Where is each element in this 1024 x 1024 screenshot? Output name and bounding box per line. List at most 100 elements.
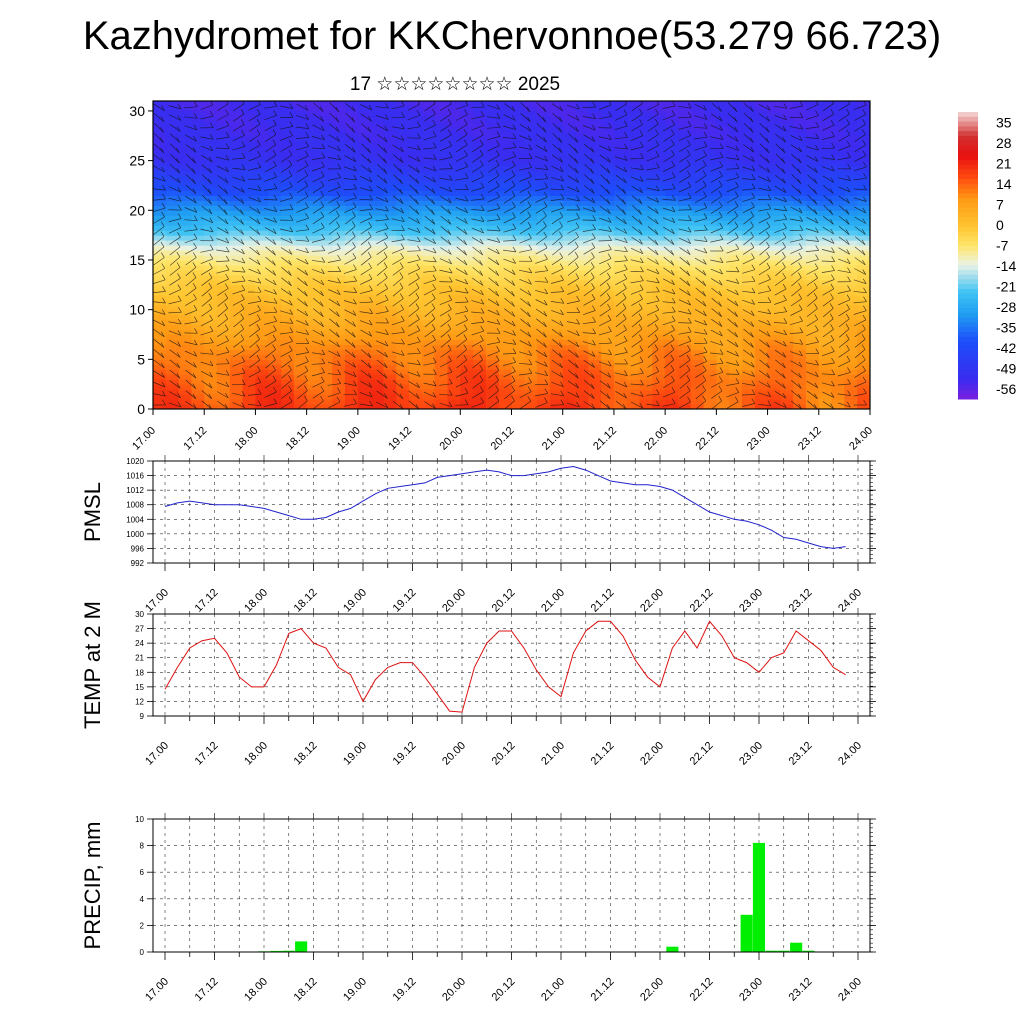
field-cell [729, 329, 743, 336]
wind-barb-flag [383, 262, 388, 268]
field-cell [549, 304, 564, 311]
field-cell [421, 404, 436, 409]
field-cell [639, 205, 653, 211]
field-cell [549, 210, 564, 216]
wind-barb [423, 279, 437, 285]
wind-barb [440, 113, 452, 122]
field-cell [153, 255, 167, 261]
wind-barb [391, 218, 405, 223]
wind-barb [200, 352, 214, 355]
field-cell [613, 125, 628, 132]
wind-barb-flag [209, 134, 214, 140]
field-cell [844, 155, 858, 162]
field-cell [217, 324, 231, 331]
field-cell [242, 215, 257, 221]
field-cell [204, 140, 218, 147]
field-cell [767, 349, 781, 355]
field-cell [153, 215, 167, 221]
field-cell [217, 399, 231, 405]
wind-barb-flag [495, 375, 499, 381]
field-cell [857, 225, 870, 231]
wind-barb [201, 205, 213, 215]
field-cell [703, 319, 717, 326]
field-cell [319, 269, 333, 276]
wind-barb [344, 360, 356, 368]
field-cell [498, 220, 513, 226]
field-cell [409, 185, 423, 192]
field-cell [754, 255, 769, 261]
field-cell [562, 160, 577, 167]
wind-barb [296, 185, 308, 194]
field-cell [447, 140, 461, 147]
wind-barb-flag [559, 331, 563, 338]
field-cell [780, 339, 794, 346]
wind-barb-flag [257, 268, 261, 275]
field-cell [204, 250, 218, 256]
field-cell [729, 284, 743, 291]
field-cell [601, 384, 615, 390]
wind-barb [281, 267, 292, 276]
field-cell [396, 245, 410, 251]
field-cell [306, 359, 321, 365]
wind-barb [519, 146, 532, 151]
field-cell [767, 389, 781, 395]
field-cell [716, 195, 730, 201]
field-cell [242, 384, 257, 390]
field-cell [767, 165, 781, 172]
field-cell [588, 190, 602, 196]
field-cell [332, 230, 346, 236]
field-cell [498, 185, 513, 192]
field-cell [485, 130, 500, 137]
field-cell [165, 304, 180, 311]
field-cell [805, 105, 820, 112]
field-cell [498, 180, 513, 187]
field-cell [741, 245, 756, 251]
field-cell [537, 394, 551, 400]
field-cell [229, 309, 244, 316]
field-cell [396, 369, 410, 375]
field-cell [409, 359, 423, 365]
field-cell [741, 110, 756, 117]
field-cell [652, 155, 666, 162]
field-cell [613, 255, 628, 261]
field-cell [204, 170, 218, 177]
field-cell [601, 364, 615, 370]
field-cell [473, 180, 487, 187]
field-cell [332, 180, 346, 187]
field-cell [332, 240, 346, 246]
field-cell [652, 195, 666, 201]
field-cell [447, 245, 461, 251]
field-cell [562, 125, 577, 132]
field-cell [178, 349, 193, 355]
field-cell [677, 200, 692, 206]
field-cell [485, 240, 500, 246]
field-cell [485, 314, 500, 321]
wind-barb-flag [257, 305, 261, 311]
wind-barb [312, 227, 325, 234]
wind-barb-flag [369, 400, 373, 407]
wind-barb [232, 259, 245, 264]
field-cell [498, 230, 513, 236]
wind-barb [329, 318, 340, 328]
wind-barb-flag [431, 188, 436, 194]
field-cell [831, 319, 845, 326]
field-cell [447, 255, 461, 261]
field-cell [780, 125, 794, 132]
field-cell [857, 269, 870, 276]
field-cell [319, 110, 333, 117]
field-cell [626, 190, 641, 196]
field-cell [268, 185, 282, 192]
field-cell [191, 349, 205, 355]
field-cell [588, 314, 602, 321]
wind-barb [264, 188, 278, 191]
field-cell [319, 160, 333, 167]
wind-barb-flag [178, 205, 182, 211]
field-cell [498, 339, 513, 346]
wind-barb [329, 215, 340, 225]
field-cell [306, 205, 321, 211]
wind-barb-flag [336, 221, 340, 227]
wind-barb [456, 144, 468, 153]
wind-barb-flag [225, 264, 230, 271]
field-cell [293, 274, 308, 281]
field-cell [383, 324, 397, 331]
